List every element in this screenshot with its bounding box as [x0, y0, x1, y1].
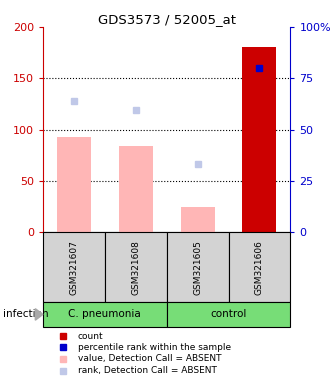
Title: GDS3573 / 52005_at: GDS3573 / 52005_at	[98, 13, 236, 26]
Bar	[228, 232, 290, 302]
Text: rank, Detection Call = ABSENT: rank, Detection Call = ABSENT	[78, 366, 216, 375]
Bar	[43, 232, 105, 302]
Bar	[105, 232, 167, 302]
Text: C. pneumonia: C. pneumonia	[68, 310, 141, 319]
Text: GSM321606: GSM321606	[255, 240, 264, 295]
Text: GSM321605: GSM321605	[193, 240, 202, 295]
Bar	[167, 302, 290, 327]
Text: count: count	[78, 332, 103, 341]
Bar	[119, 146, 153, 232]
Bar	[167, 232, 228, 302]
Text: GSM321608: GSM321608	[131, 240, 140, 295]
Bar	[43, 302, 167, 327]
Bar	[243, 47, 277, 232]
Text: value, Detection Call = ABSENT: value, Detection Call = ABSENT	[78, 354, 221, 363]
Text: GSM321607: GSM321607	[69, 240, 78, 295]
Text: control: control	[210, 310, 247, 319]
Bar	[57, 137, 91, 232]
Text: percentile rank within the sample: percentile rank within the sample	[78, 343, 231, 351]
Text: infection: infection	[3, 310, 49, 319]
Bar	[181, 207, 214, 232]
